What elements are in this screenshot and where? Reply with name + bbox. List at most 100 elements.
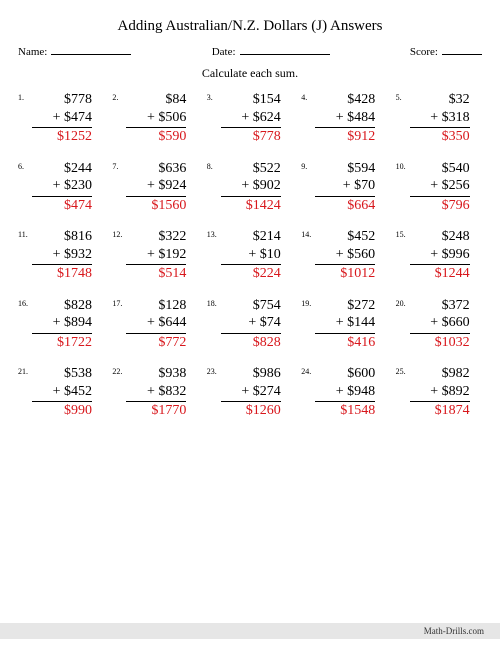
- problem-number: 23.: [207, 365, 221, 376]
- problem: 9.$594+ $70$664: [301, 160, 387, 215]
- answer: $1260: [246, 402, 281, 420]
- answer: $912: [347, 128, 375, 146]
- answer: $828: [253, 334, 281, 352]
- answer: $1560: [151, 197, 186, 215]
- addend-top: $636: [158, 160, 186, 178]
- problem: 19.$272+ $144$416: [301, 297, 387, 352]
- meta-row: Name: Date: Score:: [18, 45, 482, 58]
- problem: 11.$816+ $932$1748: [18, 228, 104, 283]
- problem-column: $32+ $318$350: [410, 91, 470, 146]
- addend-bottom: + $894: [32, 314, 92, 334]
- problem: 25.$982+ $892$1874: [396, 365, 482, 420]
- addend-bottom: + $932: [32, 246, 92, 266]
- addend-bottom: + $506: [126, 109, 186, 129]
- problem-column: $594+ $70$664: [315, 160, 375, 215]
- addend-bottom: + $832: [126, 383, 186, 403]
- name-group: Name:: [18, 45, 131, 58]
- problem: 20.$372+ $660$1032: [396, 297, 482, 352]
- problem: 14.$452+ $560$1012: [301, 228, 387, 283]
- problem-number: 20.: [396, 297, 410, 308]
- problem-number: 10.: [396, 160, 410, 171]
- addend-bottom: + $484: [315, 109, 375, 129]
- problem: 15.$248+ $996$1244: [396, 228, 482, 283]
- problem: 13.$214+ $10$224: [207, 228, 293, 283]
- problem-column: $372+ $660$1032: [410, 297, 470, 352]
- problem: 24.$600+ $948$1548: [301, 365, 387, 420]
- addend-bottom: + $644: [126, 314, 186, 334]
- addend-top: $214: [253, 228, 281, 246]
- problem-column: $214+ $10$224: [221, 228, 281, 283]
- problem-column: $522+ $902$1424: [221, 160, 281, 215]
- answer: $1012: [340, 265, 375, 283]
- problem-number: 13.: [207, 228, 221, 239]
- addend-bottom: + $452: [32, 383, 92, 403]
- addend-bottom: + $274: [221, 383, 281, 403]
- answer: $1874: [435, 402, 470, 420]
- answer: $778: [253, 128, 281, 146]
- addend-bottom: + $948: [315, 383, 375, 403]
- problem-column: $600+ $948$1548: [315, 365, 375, 420]
- problem-column: $128+ $644$772: [126, 297, 186, 352]
- problem: 18.$754+ $74$828: [207, 297, 293, 352]
- addend-top: $986: [253, 365, 281, 383]
- problem-number: 17.: [112, 297, 126, 308]
- addend-bottom: + $624: [221, 109, 281, 129]
- footer-text: Math-Drills.com: [424, 626, 484, 636]
- problem-column: $938+ $832$1770: [126, 365, 186, 420]
- problem-number: 5.: [396, 91, 410, 102]
- addend-top: $154: [253, 91, 281, 109]
- problem: 5.$32+ $318$350: [396, 91, 482, 146]
- addend-top: $938: [158, 365, 186, 383]
- addend-top: $322: [158, 228, 186, 246]
- problem-column: $636+ $924$1560: [126, 160, 186, 215]
- problem-column: $828+ $894$1722: [32, 297, 92, 352]
- problem-number: 6.: [18, 160, 32, 171]
- addend-top: $248: [442, 228, 470, 246]
- problem-grid: 1.$778+ $474$12522.$84+ $506$5903.$154+ …: [18, 91, 482, 420]
- addend-bottom: + $230: [32, 177, 92, 197]
- addend-top: $84: [165, 91, 186, 109]
- problem: 21.$538+ $452$990: [18, 365, 104, 420]
- problem-number: 1.: [18, 91, 32, 102]
- addend-bottom: + $144: [315, 314, 375, 334]
- problem-column: $272+ $144$416: [315, 297, 375, 352]
- problem-column: $428+ $484$912: [315, 91, 375, 146]
- problem: 12.$322+ $192$514: [112, 228, 198, 283]
- date-line: [240, 45, 330, 55]
- score-label: Score:: [410, 46, 438, 58]
- addend-top: $372: [442, 297, 470, 315]
- problem-number: 25.: [396, 365, 410, 376]
- addend-top: $778: [64, 91, 92, 109]
- answer: $1722: [57, 334, 92, 352]
- addend-bottom: + $924: [126, 177, 186, 197]
- addend-top: $828: [64, 297, 92, 315]
- score-group: Score:: [410, 45, 482, 58]
- problem-column: $540+ $256$796: [410, 160, 470, 215]
- answer: $772: [158, 334, 186, 352]
- footer-bar: Math-Drills.com: [0, 623, 500, 639]
- addend-top: $816: [64, 228, 92, 246]
- addend-bottom: + $70: [315, 177, 375, 197]
- date-label: Date:: [212, 46, 236, 58]
- problem-number: 19.: [301, 297, 315, 308]
- problem: 6.$244+ $230$474: [18, 160, 104, 215]
- answer: $474: [64, 197, 92, 215]
- problem-column: $816+ $932$1748: [32, 228, 92, 283]
- answer: $990: [64, 402, 92, 420]
- addend-top: $540: [442, 160, 470, 178]
- problem-column: $248+ $996$1244: [410, 228, 470, 283]
- addend-top: $32: [449, 91, 470, 109]
- addend-bottom: + $996: [410, 246, 470, 266]
- addend-bottom: + $902: [221, 177, 281, 197]
- problem-column: $538+ $452$990: [32, 365, 92, 420]
- addend-bottom: + $474: [32, 109, 92, 129]
- answer: $224: [253, 265, 281, 283]
- answer: $796: [442, 197, 470, 215]
- problem: 1.$778+ $474$1252: [18, 91, 104, 146]
- problem-column: $986+ $274$1260: [221, 365, 281, 420]
- problem: 2.$84+ $506$590: [112, 91, 198, 146]
- addend-top: $522: [253, 160, 281, 178]
- answer: $1770: [151, 402, 186, 420]
- problem-number: 24.: [301, 365, 315, 376]
- problem-number: 14.: [301, 228, 315, 239]
